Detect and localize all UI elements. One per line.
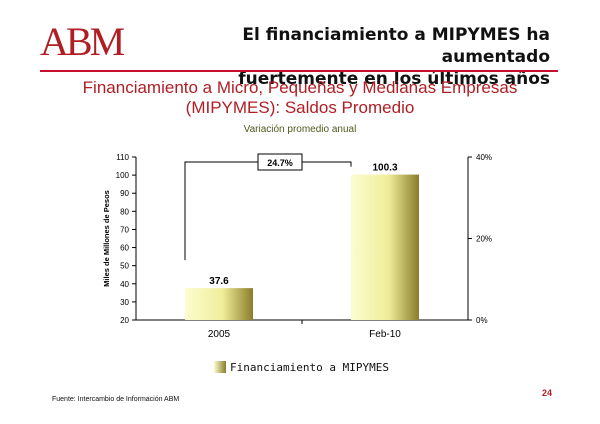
headline-line-1: El financiamiento a MIPYMES ha aumentado [242,25,550,67]
y-tick-label: 80 [120,207,129,216]
x-tick-label: 2005 [208,329,231,340]
legend-label: Financiamiento a MIPYMES [230,360,389,374]
bar-2005 [185,288,253,320]
y-axis-title: Miles de Millones de Pesos [102,190,111,287]
y-tick-label: 30 [120,298,129,307]
slide-headline: El financiamiento a MIPYMES ha aumentado… [150,24,550,90]
y-tick-label: 70 [120,225,129,234]
source-note: Fuente: Intercambio de Información ABM [52,396,180,403]
abm-logo: ABM [40,14,125,66]
y2-tick-label: 20% [476,235,492,244]
y-tick-label: 60 [120,244,129,253]
y-tick-label: 20 [120,316,129,325]
growth-label: 24.7% [267,158,293,168]
legend-swatch [214,361,226,373]
header-divider [40,70,558,72]
y-tick-label: 110 [116,153,129,162]
growth-bracket [184,161,352,261]
y-tick-label: 100 [116,171,130,180]
headline-line-2: fuertemente en los últimos años [238,69,550,89]
subtitle-line-1: Financiamiento a Micro, Pequeñas y Media… [82,78,518,97]
chart-subtitle: Financiamiento a Micro, Pequeñas y Media… [40,78,560,118]
y-tick-label: 40 [120,280,129,289]
y2-tick-label: 0% [476,316,488,325]
y-tick-label: 50 [120,262,129,271]
bar-data-label: 37.6 [209,276,229,287]
variation-label: Variación promedio anual [243,124,357,135]
logo-text: ABM [40,19,125,64]
bar-Feb-10 [351,174,419,320]
subtitle-line-2: (MIPYMES): Saldos Promedio [185,98,415,117]
bar-data-label: 100.3 [372,163,397,174]
growth-label-box [257,153,303,171]
chart-legend: Financiamiento a MIPYMES [214,360,389,374]
y2-tick-label: 40% [476,153,492,162]
x-tick-label: Feb-10 [369,329,401,340]
y-tick-label: 90 [120,189,129,198]
page-number: 24 [542,388,553,398]
